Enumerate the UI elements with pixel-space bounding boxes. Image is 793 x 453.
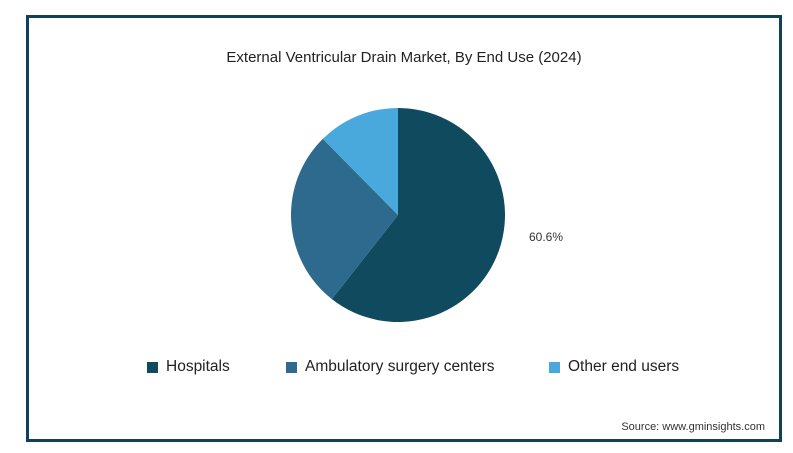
legend-item-other: Other end users [549,358,679,376]
legend: Hospitals Ambulatory surgery centers Oth… [29,358,779,382]
pie-slice-other [322,108,398,215]
pie-chart: 60.6% [291,108,563,323]
legend-swatch-hospitals [147,361,158,373]
legend-swatch-ambulatory [286,361,297,373]
legend-label-other: Other end users [568,358,680,375]
legend-label-hospitals: Hospitals [166,358,230,375]
pie-slice-ambulatory [291,138,398,300]
legend-label-ambulatory: Ambulatory surgery centers [305,358,495,375]
legend-item-hospitals: Hospitals [147,358,230,376]
chart-frame: External Ventricular Drain Market, By En… [26,15,782,442]
pie-slices [291,108,505,323]
source-note: Source: www.gminsights.com [621,421,765,433]
pie-slice-hospitals [331,108,505,323]
chart-title: External Ventricular Drain Market, By En… [226,49,582,66]
data-label-hospitals: 60.6% [529,230,563,244]
legend-swatch-other [549,361,560,373]
legend-item-ambulatory: Ambulatory surgery centers [286,358,495,376]
